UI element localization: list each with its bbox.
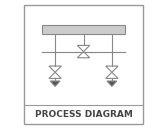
Polygon shape	[107, 81, 117, 86]
Polygon shape	[49, 72, 61, 78]
Polygon shape	[106, 66, 118, 72]
Polygon shape	[77, 45, 90, 52]
Text: PROCESS DIAGRAM: PROCESS DIAGRAM	[35, 110, 132, 119]
Polygon shape	[106, 72, 118, 78]
Polygon shape	[77, 52, 90, 58]
Bar	[42, 25, 125, 34]
Polygon shape	[49, 66, 61, 72]
Polygon shape	[50, 81, 60, 86]
